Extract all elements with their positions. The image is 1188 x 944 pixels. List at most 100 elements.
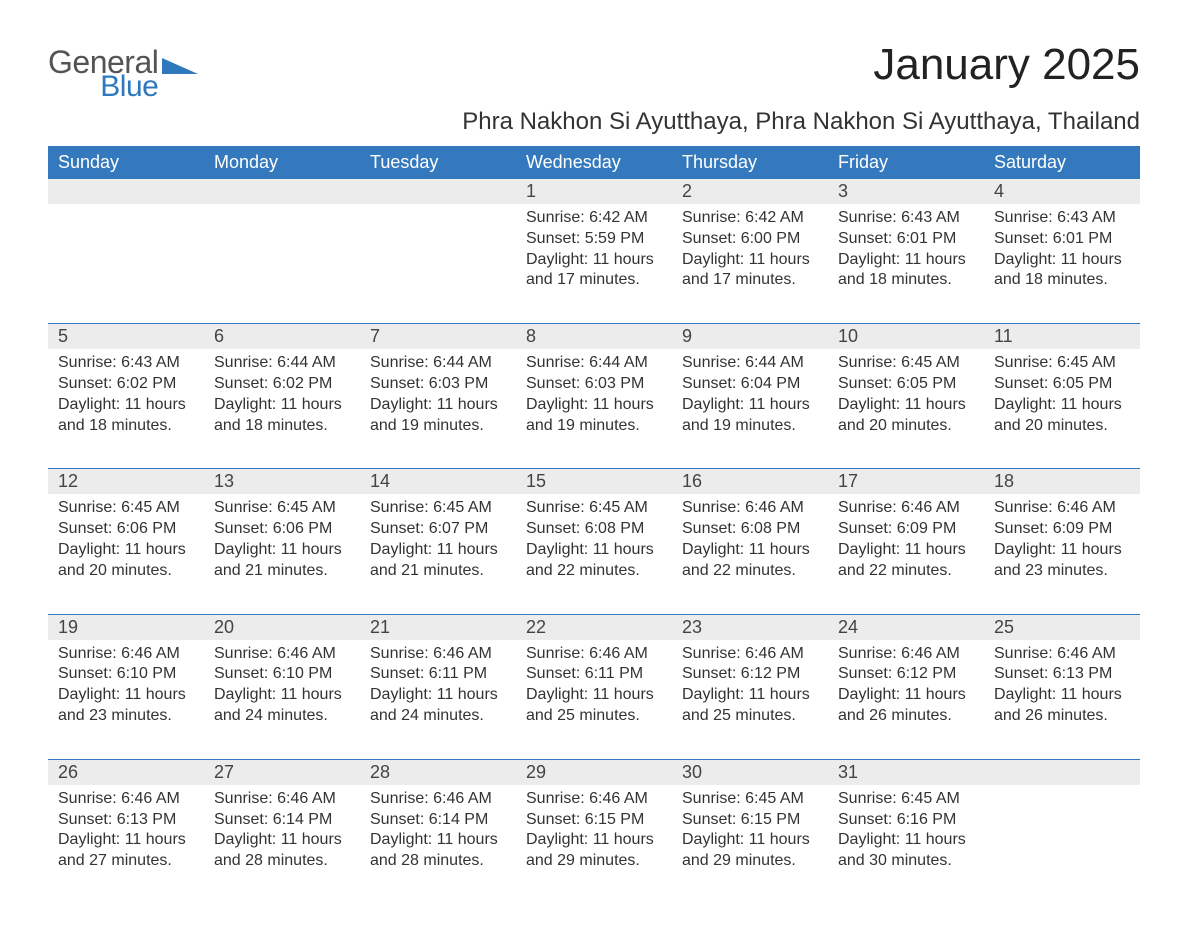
header-row: General Blue January 2025 Phra Nakhon Si… xyxy=(48,40,1140,146)
sunset-text: Sunset: 6:03 PM xyxy=(526,374,662,395)
day-number-cell: 23 xyxy=(672,614,828,640)
daylight-text-2: and 22 minutes. xyxy=(526,561,662,582)
day-content-cell: Sunrise: 6:45 AMSunset: 6:05 PMDaylight:… xyxy=(984,349,1140,469)
sunset-text: Sunset: 6:15 PM xyxy=(526,810,662,831)
daylight-text-1: Daylight: 11 hours xyxy=(526,395,662,416)
daylight-text-1: Daylight: 11 hours xyxy=(370,830,506,851)
logo-word-blue: Blue xyxy=(96,73,158,100)
weekday-header: Thursday xyxy=(672,146,828,179)
daylight-text-2: and 24 minutes. xyxy=(214,706,350,727)
day-content-cell: Sunrise: 6:46 AMSunset: 6:14 PMDaylight:… xyxy=(360,785,516,904)
weekday-header: Monday xyxy=(204,146,360,179)
daylight-text-1: Daylight: 11 hours xyxy=(994,250,1130,271)
day-content-cell: Sunrise: 6:42 AMSunset: 5:59 PMDaylight:… xyxy=(516,204,672,324)
daylight-text-2: and 19 minutes. xyxy=(526,416,662,437)
sunset-text: Sunset: 6:08 PM xyxy=(682,519,818,540)
logo-mark-icon xyxy=(162,52,198,74)
daylight-text-2: and 20 minutes. xyxy=(58,561,194,582)
daylight-text-2: and 28 minutes. xyxy=(214,851,350,872)
daylight-text-2: and 23 minutes. xyxy=(58,706,194,727)
logo: General Blue xyxy=(48,48,120,100)
daylight-text-1: Daylight: 11 hours xyxy=(214,685,350,706)
sunrise-text: Sunrise: 6:46 AM xyxy=(682,644,818,665)
sunset-text: Sunset: 6:01 PM xyxy=(994,229,1130,250)
sunrise-text: Sunrise: 6:45 AM xyxy=(214,498,350,519)
daylight-text-2: and 26 minutes. xyxy=(994,706,1130,727)
daylight-text-1: Daylight: 11 hours xyxy=(214,830,350,851)
day-content-cell: Sunrise: 6:46 AMSunset: 6:12 PMDaylight:… xyxy=(672,640,828,760)
day-content-cell xyxy=(48,204,204,324)
sunrise-text: Sunrise: 6:45 AM xyxy=(526,498,662,519)
sunset-text: Sunset: 6:15 PM xyxy=(682,810,818,831)
day-number-cell: 31 xyxy=(828,759,984,785)
day-content-cell: Sunrise: 6:46 AMSunset: 6:12 PMDaylight:… xyxy=(828,640,984,760)
daylight-text-1: Daylight: 11 hours xyxy=(58,540,194,561)
day-content-cell: Sunrise: 6:44 AMSunset: 6:03 PMDaylight:… xyxy=(516,349,672,469)
day-content-cell: Sunrise: 6:43 AMSunset: 6:01 PMDaylight:… xyxy=(984,204,1140,324)
daylight-text-2: and 17 minutes. xyxy=(526,270,662,291)
day-content-cell: Sunrise: 6:46 AMSunset: 6:10 PMDaylight:… xyxy=(48,640,204,760)
weekday-header: Friday xyxy=(828,146,984,179)
day-number-cell: 16 xyxy=(672,469,828,495)
day-content-cell xyxy=(984,785,1140,904)
day-content-cell: Sunrise: 6:43 AMSunset: 6:01 PMDaylight:… xyxy=(828,204,984,324)
day-number-cell: 9 xyxy=(672,324,828,350)
daylight-text-2: and 27 minutes. xyxy=(58,851,194,872)
sunset-text: Sunset: 6:10 PM xyxy=(214,664,350,685)
day-content-cell: Sunrise: 6:46 AMSunset: 6:09 PMDaylight:… xyxy=(984,494,1140,614)
calendar-page: General Blue January 2025 Phra Nakhon Si… xyxy=(0,0,1188,944)
day-number-cell: 22 xyxy=(516,614,672,640)
sunset-text: Sunset: 6:10 PM xyxy=(58,664,194,685)
daylight-text-2: and 30 minutes. xyxy=(838,851,974,872)
daylight-text-1: Daylight: 11 hours xyxy=(526,250,662,271)
sunrise-text: Sunrise: 6:46 AM xyxy=(370,789,506,810)
day-content-cell: Sunrise: 6:45 AMSunset: 6:15 PMDaylight:… xyxy=(672,785,828,904)
sunset-text: Sunset: 6:02 PM xyxy=(214,374,350,395)
day-number-cell: 1 xyxy=(516,179,672,204)
day-number-cell: 28 xyxy=(360,759,516,785)
daylight-text-1: Daylight: 11 hours xyxy=(58,685,194,706)
day-number-cell: 2 xyxy=(672,179,828,204)
day-number-cell: 4 xyxy=(984,179,1140,204)
daylight-text-2: and 29 minutes. xyxy=(682,851,818,872)
daylight-text-1: Daylight: 11 hours xyxy=(682,830,818,851)
day-number-cell: 5 xyxy=(48,324,204,350)
daylight-text-1: Daylight: 11 hours xyxy=(838,830,974,851)
sunrise-text: Sunrise: 6:46 AM xyxy=(526,644,662,665)
day-content-cell: Sunrise: 6:45 AMSunset: 6:05 PMDaylight:… xyxy=(828,349,984,469)
sunrise-text: Sunrise: 6:45 AM xyxy=(370,498,506,519)
daylight-text-1: Daylight: 11 hours xyxy=(682,250,818,271)
day-number-cell: 14 xyxy=(360,469,516,495)
daylight-text-1: Daylight: 11 hours xyxy=(682,685,818,706)
day-content-cell: Sunrise: 6:46 AMSunset: 6:14 PMDaylight:… xyxy=(204,785,360,904)
daylight-text-2: and 18 minutes. xyxy=(994,270,1130,291)
sunrise-text: Sunrise: 6:45 AM xyxy=(58,498,194,519)
sunrise-text: Sunrise: 6:46 AM xyxy=(526,789,662,810)
daylight-text-2: and 22 minutes. xyxy=(838,561,974,582)
day-content-cell: Sunrise: 6:44 AMSunset: 6:04 PMDaylight:… xyxy=(672,349,828,469)
sunset-text: Sunset: 5:59 PM xyxy=(526,229,662,250)
sunset-text: Sunset: 6:03 PM xyxy=(370,374,506,395)
daylight-text-2: and 20 minutes. xyxy=(994,416,1130,437)
daylight-text-1: Daylight: 11 hours xyxy=(838,395,974,416)
sunset-text: Sunset: 6:06 PM xyxy=(214,519,350,540)
daylight-text-2: and 25 minutes. xyxy=(526,706,662,727)
daylight-text-1: Daylight: 11 hours xyxy=(370,685,506,706)
daylight-text-2: and 29 minutes. xyxy=(526,851,662,872)
daylight-text-1: Daylight: 11 hours xyxy=(526,540,662,561)
daylight-text-1: Daylight: 11 hours xyxy=(58,395,194,416)
daylight-text-1: Daylight: 11 hours xyxy=(682,540,818,561)
day-content-cell: Sunrise: 6:46 AMSunset: 6:13 PMDaylight:… xyxy=(48,785,204,904)
sunrise-text: Sunrise: 6:46 AM xyxy=(370,644,506,665)
sunrise-text: Sunrise: 6:43 AM xyxy=(838,208,974,229)
day-number-cell: 27 xyxy=(204,759,360,785)
sunrise-text: Sunrise: 6:46 AM xyxy=(214,789,350,810)
sunset-text: Sunset: 6:12 PM xyxy=(682,664,818,685)
day-number-cell: 6 xyxy=(204,324,360,350)
sunrise-text: Sunrise: 6:43 AM xyxy=(58,353,194,374)
sunset-text: Sunset: 6:07 PM xyxy=(370,519,506,540)
daylight-text-1: Daylight: 11 hours xyxy=(370,540,506,561)
day-number-cell: 13 xyxy=(204,469,360,495)
daylight-text-2: and 24 minutes. xyxy=(370,706,506,727)
sunrise-text: Sunrise: 6:45 AM xyxy=(838,789,974,810)
